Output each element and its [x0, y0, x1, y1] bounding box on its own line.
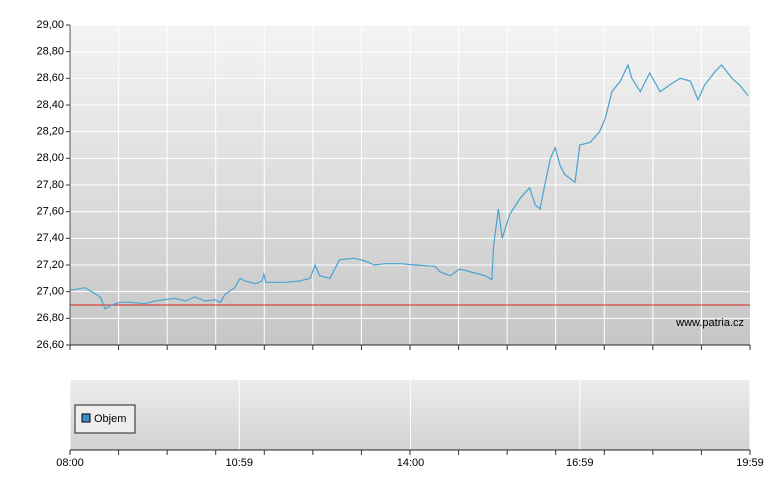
layer: 26,60 26,80 27,00 27,20 27,40 27,60 27,80 28,00…	[36, 19, 763, 469]
y-tick-label: 28,40	[36, 99, 64, 111]
x-tick-label: 19:59	[736, 457, 764, 469]
x-tick-label: 16:59	[566, 457, 594, 469]
y-tick-label: 28,00	[36, 152, 64, 164]
y-tick-label: 28,20	[36, 126, 64, 138]
legend-label: Objem	[94, 413, 126, 425]
y-tick-label: 29,00	[36, 19, 64, 31]
y-tick-label: 27,40	[36, 232, 64, 244]
y-tick-label: 26,60	[36, 339, 64, 351]
y-tick-label: 27,80	[36, 179, 64, 191]
watermark: www.patria.cz	[675, 317, 744, 329]
y-tick-label: 28,80	[36, 46, 64, 58]
legend: Objem	[74, 404, 136, 434]
price-line	[69, 63, 749, 310]
y-tick-label: 27,60	[36, 206, 64, 218]
y-tick-label: 27,20	[36, 259, 64, 271]
x-tick-label: 10:59	[226, 457, 254, 469]
x-tick-label: 14:00	[397, 457, 425, 469]
x-tick-label: 08:00	[56, 457, 84, 469]
y-tick-label: 26,80	[36, 312, 64, 324]
y-tick-label: 27,00	[36, 286, 64, 298]
y-tick-label: 28,60	[36, 72, 64, 84]
legend-swatch	[81, 413, 91, 423]
